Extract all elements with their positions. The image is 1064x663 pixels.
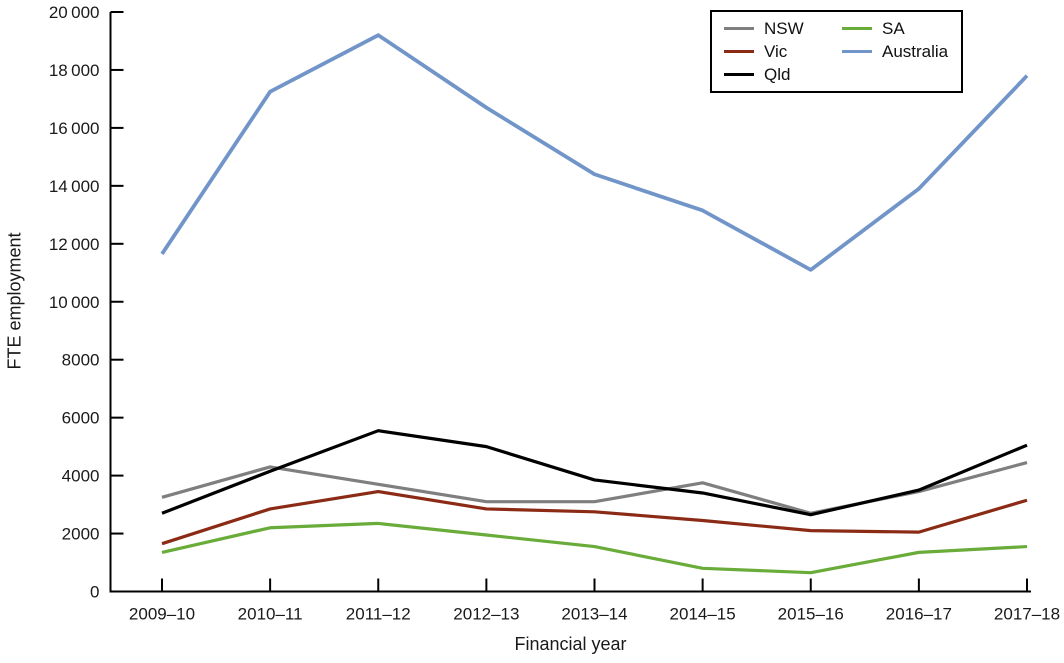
legend-item-nsw: NSW: [724, 20, 820, 37]
line-australia: [160, 33, 1029, 272]
y-tick-label: 6000: [62, 409, 100, 428]
x-tick-label: 2011–12: [346, 605, 411, 624]
y-tick-label: 14 000: [49, 177, 100, 196]
x-tick-label: 2012–13: [453, 605, 519, 624]
x-tick-label: 2010–11: [238, 605, 303, 624]
legend-item-qld: Qld: [724, 66, 820, 83]
line-qld: [161, 429, 1028, 517]
x-tick-label: 2016–17: [886, 605, 952, 624]
x-tick-label: 2015–16: [778, 605, 844, 624]
y-tick-label: 2000: [62, 525, 100, 544]
y-tick-label: 18 000: [49, 61, 100, 80]
x-tick-label: 2009–10: [129, 605, 195, 624]
legend-label-qld: Qld: [764, 65, 791, 84]
y-tick-label: 12 000: [49, 235, 100, 254]
legend-swatch-nsw: [724, 27, 754, 30]
x-tick-label: 2013–14: [561, 605, 627, 624]
legend-item-sa: SA: [842, 20, 953, 37]
x-tick-label: 2017–18: [994, 605, 1060, 624]
legend-item-vic: Vic: [724, 43, 820, 60]
y-tick-label: 8000: [62, 351, 100, 370]
legend-label-nsw: NSW: [764, 19, 804, 38]
legend-label-sa: SA: [882, 19, 905, 38]
y-tick-label: 0: [90, 583, 99, 602]
line-vic: [161, 489, 1028, 546]
x-tick-label: 2014–15: [670, 605, 736, 624]
axis-spines: [109, 12, 1031, 593]
y-tick-label: 10 000: [49, 293, 100, 312]
y-tick-label: 20 000: [49, 3, 100, 22]
y-axis-title: FTE employment: [4, 232, 25, 370]
legend-swatch-australia: [842, 50, 872, 53]
legend-item-australia: Australia: [842, 43, 953, 60]
y-tick-label: 16 000: [49, 119, 100, 138]
legend: NSW Vic Qld SA Australia: [710, 10, 963, 93]
legend-label-vic: Vic: [764, 42, 788, 61]
line-sa: [161, 521, 1028, 575]
y-tick-label: 4000: [62, 467, 100, 486]
legend-swatch-sa: [842, 27, 872, 30]
x-axis-title: Financial year: [514, 634, 627, 654]
legend-swatch-vic: [724, 50, 754, 53]
legend-label-australia: Australia: [882, 42, 949, 61]
legend-swatch-qld: [724, 73, 754, 76]
